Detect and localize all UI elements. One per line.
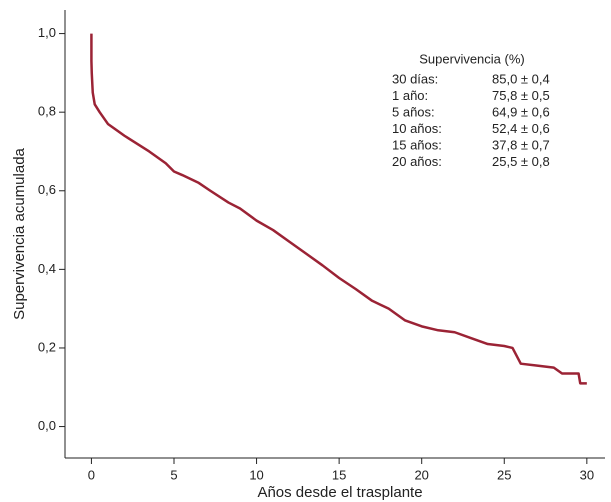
y-tick-label: 1,0 <box>38 25 56 40</box>
annotation-title: Supervivencia (%) <box>419 51 525 66</box>
annotation-label: 20 años: <box>392 154 442 169</box>
y-tick-label: 0,6 <box>38 182 56 197</box>
x-axis-title: Años desde el trasplante <box>257 484 422 501</box>
survival-curve <box>90 33 587 385</box>
x-tick-label: 10 <box>249 467 263 482</box>
y-tick-label: 0,8 <box>38 104 56 119</box>
annotation-label: 30 días: <box>392 71 438 86</box>
annotation-value: 25,5 ± 0,8 <box>492 154 550 169</box>
x-tick-label: 25 <box>497 467 511 482</box>
y-tick-label: 0,4 <box>38 261 56 276</box>
y-axis-title: Supervivencia acumulada <box>11 147 28 319</box>
annotation-value: 52,4 ± 0,6 <box>492 121 550 136</box>
annotation-value: 75,8 ± 0,5 <box>492 88 550 103</box>
annotation-value: 85,0 ± 0,4 <box>492 71 550 86</box>
x-tick-label: 15 <box>332 467 346 482</box>
x-tick-label: 5 <box>170 467 177 482</box>
y-tick-label: 0,2 <box>38 339 56 354</box>
annotation-label: 5 años: <box>392 104 435 119</box>
x-tick-label: 30 <box>580 467 594 482</box>
x-tick-label: 0 <box>88 467 95 482</box>
annotation-label: 10 años: <box>392 121 442 136</box>
x-tick-label: 20 <box>414 467 428 482</box>
annotation-value: 64,9 ± 0,6 <box>492 104 550 119</box>
annotation-label: 1 año: <box>392 88 428 103</box>
annotation-label: 15 años: <box>392 137 442 152</box>
y-tick-label: 0,0 <box>38 418 56 433</box>
annotation-value: 37,8 ± 0,7 <box>492 137 550 152</box>
